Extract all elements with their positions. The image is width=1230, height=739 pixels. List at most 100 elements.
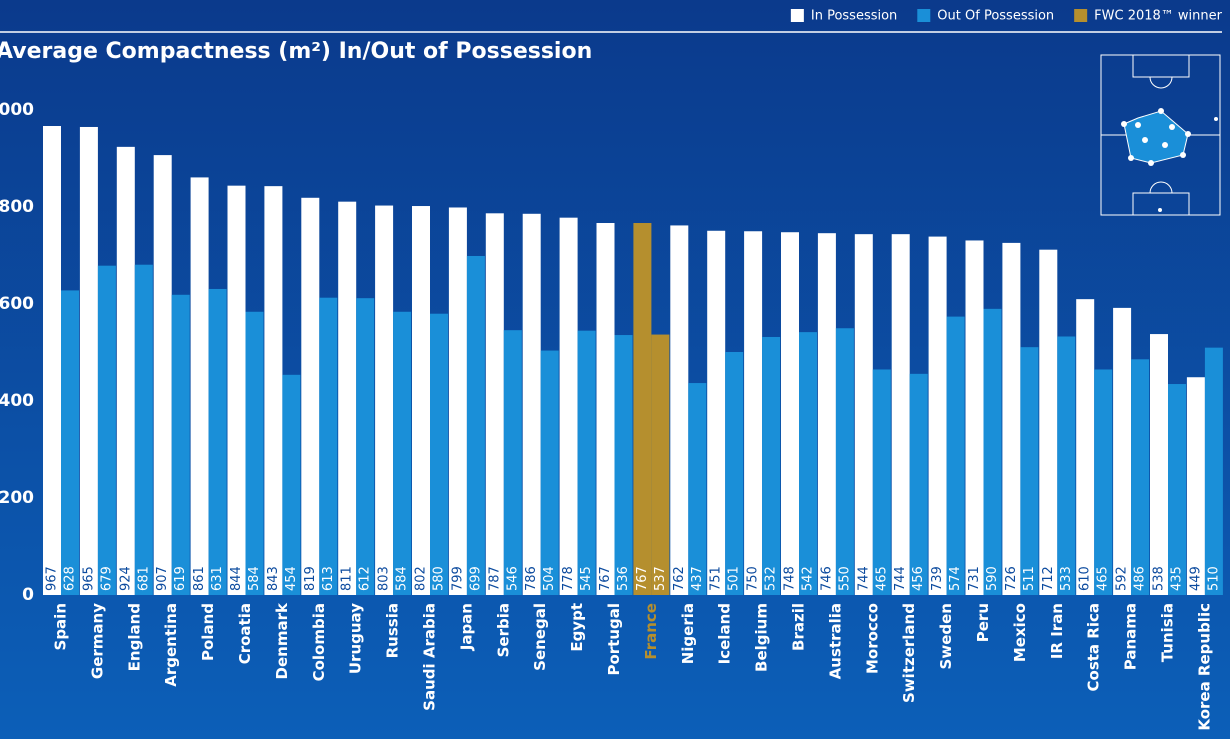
bar [946, 316, 965, 595]
x-tick-label: Mexico [1011, 603, 1029, 662]
bar [393, 311, 412, 595]
value-label: 786 [524, 566, 539, 591]
value-label: 584 [247, 566, 262, 591]
x-tick-label: Tunisia [1159, 603, 1177, 662]
x-tick-label: Korea Republic [1195, 603, 1213, 731]
value-label: 501 [727, 566, 742, 591]
bar [430, 313, 448, 595]
x-tick-label: Poland [199, 603, 217, 661]
bar [282, 374, 301, 595]
value-label: 580 [432, 566, 447, 591]
bar [965, 240, 984, 595]
x-tick-label: Morocco [863, 603, 881, 674]
bar [245, 311, 264, 595]
value-label: 967 [45, 566, 60, 591]
value-label: 590 [985, 566, 1000, 591]
value-label: 619 [173, 566, 188, 591]
bar [744, 231, 763, 595]
bar [688, 383, 707, 595]
x-tick-label: Costa Rica [1085, 603, 1103, 691]
value-label: 767 [598, 566, 613, 591]
bar [909, 373, 928, 595]
x-tick-label: Uruguay [347, 603, 365, 674]
x-tick-label: Japan [457, 603, 475, 651]
bar [466, 255, 485, 596]
legend-label: Out Of Possession [937, 9, 1054, 24]
bar [835, 328, 854, 595]
value-label: 750 [746, 566, 761, 591]
bar [448, 207, 467, 596]
x-tick-label: Croatia [236, 603, 254, 664]
bar [1094, 369, 1113, 595]
bar [171, 294, 190, 595]
bar [190, 177, 209, 596]
value-label: 486 [1133, 566, 1148, 591]
y-tick-label: 800 [0, 197, 34, 217]
bar [872, 369, 891, 595]
value-label: 739 [930, 566, 945, 591]
bar [596, 223, 615, 595]
x-tick-label: Russia [384, 603, 402, 658]
bar [1039, 249, 1058, 595]
bar [1186, 377, 1205, 595]
bar [134, 264, 153, 595]
value-label: 811 [340, 566, 355, 591]
bar [338, 201, 357, 596]
x-tick-label: Nigeria [679, 603, 697, 664]
value-label: 681 [136, 566, 151, 591]
bar [208, 288, 227, 595]
bar [614, 335, 633, 595]
bar [928, 236, 947, 595]
x-tick-label: Switzerland [900, 603, 918, 703]
value-label: 751 [709, 566, 724, 591]
value-label: 744 [893, 566, 908, 591]
bar [633, 223, 652, 595]
x-tick-label: Germany [88, 603, 106, 679]
legend-swatch [790, 9, 804, 22]
value-label: 844 [229, 566, 244, 591]
bar [540, 350, 559, 595]
y-tick-label: 0 [22, 585, 34, 605]
value-label: 550 [837, 566, 852, 591]
x-tick-label: Egypt [568, 603, 586, 652]
value-label: 538 [1152, 566, 1167, 591]
y-tick-label: 400 [0, 391, 34, 411]
bar [522, 213, 541, 596]
value-label: 610 [1078, 566, 1093, 591]
x-tick-label: Peru [974, 603, 992, 642]
legend-swatch [1074, 9, 1088, 22]
value-label: 843 [266, 566, 281, 591]
bar [1002, 242, 1021, 595]
pitch-diagram [1100, 54, 1221, 216]
value-label: 574 [948, 566, 963, 591]
y-tick-label: 600 [0, 294, 34, 314]
value-label: 584 [395, 566, 410, 591]
value-label: 802 [414, 566, 429, 591]
x-tick-label: Saudi Arabia [421, 603, 439, 711]
value-label: 767 [635, 566, 650, 591]
bar [1168, 384, 1186, 595]
bar [43, 126, 61, 595]
bar [1131, 359, 1150, 595]
value-label: 592 [1115, 566, 1130, 591]
bar [485, 213, 504, 595]
value-label: 613 [321, 566, 336, 591]
bar [61, 290, 79, 595]
bar [264, 186, 283, 595]
bar [503, 330, 522, 595]
value-label: 778 [561, 566, 576, 591]
value-label: 628 [63, 566, 78, 591]
value-label: 465 [1096, 566, 1111, 591]
x-tick-label: Australia [826, 603, 844, 679]
value-label: 699 [468, 566, 483, 591]
value-label: 819 [303, 566, 318, 591]
bar [559, 217, 578, 596]
value-label: 726 [1004, 566, 1019, 591]
value-label: 965 [81, 566, 96, 591]
value-label: 537 [653, 566, 668, 591]
bar [1057, 336, 1076, 595]
value-label: 437 [690, 566, 705, 591]
value-label: 533 [1059, 566, 1074, 591]
x-tick-label: Sweden [937, 603, 955, 669]
value-label: 612 [358, 566, 373, 591]
